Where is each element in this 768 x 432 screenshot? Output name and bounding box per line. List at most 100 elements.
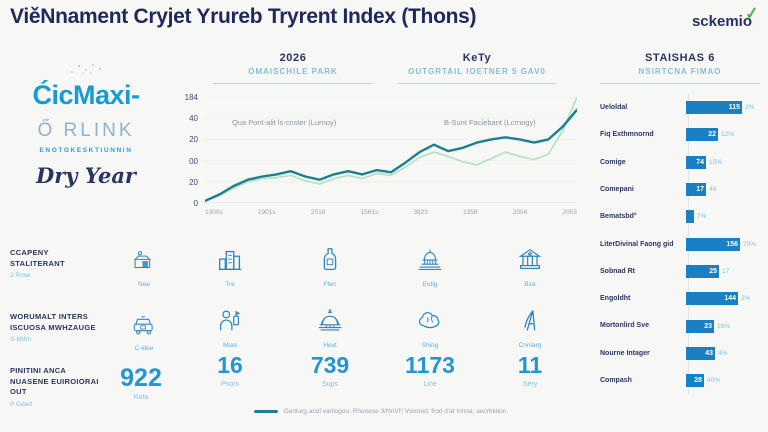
page-title: ViěNnament Cryjet Yrureb Tryrent Index (…: [10, 5, 477, 28]
stat-number-cell: 16 Psors: [180, 352, 280, 389]
bar-fill: 28: [686, 374, 704, 388]
chart-annotation-left: Qua Pont-alit ls-cnster (Lurnoy): [232, 118, 337, 127]
bar-track: 22 12%: [686, 128, 764, 142]
bar-label: Nourne Intager: [600, 349, 650, 357]
y-tick-label: 20: [189, 135, 198, 145]
bar-label: LiterDivinal Faong gid: [600, 240, 674, 248]
sparkles-decoration: [71, 64, 102, 74]
stat-number: 1173: [405, 352, 455, 378]
bottle-icon: [314, 245, 346, 275]
bar-suffix: 2%: [745, 104, 755, 112]
stat-title: Ccapeny Staliterant: [10, 248, 65, 268]
stat-number-label: Psors: [221, 381, 239, 388]
icon-cell: Cnnlarg: [480, 306, 580, 349]
legend-line-swatch: [253, 410, 278, 413]
icon-cell-label: Bxa: [524, 281, 536, 288]
bar-fill: [686, 210, 694, 224]
stat-number: 16: [217, 352, 243, 378]
icon-cell: Hext: [280, 306, 380, 349]
x-tick-label: 1358: [463, 209, 478, 216]
box-icon: [130, 248, 158, 274]
bar-track: 25 17: [686, 264, 764, 278]
bar-row: Comepani 17 46: [600, 176, 764, 203]
bar-label: Sobnad Rt: [600, 267, 635, 275]
bar-label: Ueloldal: [600, 104, 628, 112]
brand-tagline: ENOTOKESKTIUNNIN: [39, 147, 133, 154]
stat-title: Pinitini Anca Nuasene Euiroiorai Out: [10, 366, 99, 396]
column-header-2: KeTy OUTGRTAIL IOETNER 5 GAV0: [398, 52, 556, 84]
stat-big-number: 922: [120, 364, 162, 392]
icon-cell-label: Cnnlarg: [518, 342, 542, 349]
icon-cell: Tre: [180, 245, 280, 288]
column-subtitle: OMAISCHILE PARK: [248, 67, 338, 76]
x-tick-label: 1901s: [257, 209, 276, 216]
stat-number-cell: 1173 Line: [380, 352, 480, 389]
bar-suffix: 7%: [697, 213, 707, 221]
y-tick-label: 40: [189, 114, 198, 124]
icon-cell-label: Mias: [223, 342, 237, 349]
buildings-icon: [214, 245, 246, 275]
bar-fill: 115: [686, 101, 742, 115]
bar-track: 7%: [686, 210, 764, 224]
bar-track: 23 16%: [686, 319, 764, 333]
bar-suffix: 46: [709, 186, 717, 194]
bar-row: Mortonlird Sve 23 16%: [600, 312, 764, 339]
bar-fill: 43: [686, 346, 715, 360]
stat-number: 11: [517, 352, 543, 378]
monument-icon: [514, 306, 546, 336]
icon-row-2: Mias Hext Shing Cnnlarg: [180, 306, 580, 349]
right-panel-header: STAISHAS 6 NSIRTCNA FIMAO: [600, 52, 760, 84]
legend-text: Genlurg andl vanlogou; Rhonese 3/NnVl'i …: [283, 408, 507, 415]
bar-label: Bematsbd°: [600, 213, 637, 221]
stat-big-label: Kota: [133, 394, 149, 401]
column-title: KeTy: [462, 52, 492, 64]
chart-legend: Genlurg andl vanlogou; Rhonese 3/NnVl'i …: [180, 408, 580, 415]
x-tick-label: 2018: [310, 209, 326, 216]
bar-fill: 22: [686, 128, 718, 142]
icon-cell-label: Tre: [225, 281, 235, 288]
x-tick-label: 1300s: [205, 209, 223, 216]
bar-fill: 23: [686, 319, 714, 333]
car-icon: [130, 312, 158, 338]
bar-fill: 74: [686, 155, 706, 169]
bar-row: Bematsbd° 7%: [600, 203, 764, 230]
bar-row: Nourne Intager 43 4%: [600, 340, 764, 367]
stat-subtitle: 2 Rmw: [10, 272, 31, 279]
icon-cell-label: Hext: [323, 342, 337, 349]
brand-block: ĆicMaxi- Ő RLINK ENOTOKESKTIUNNIN Dry Ye…: [0, 62, 172, 188]
icon-cell-label: Eutig: [422, 281, 438, 288]
bar-label: Fiq Exthmnornd: [600, 131, 654, 139]
bar-row: Fiq Exthmnornd 22 12%: [600, 121, 764, 148]
x-tick-label: 2004: [512, 209, 528, 216]
bar-track: 17 46: [686, 183, 764, 197]
bar-row: Compash 28 40%: [600, 367, 764, 394]
icon-label: Nee: [138, 281, 150, 288]
worker-icon: [214, 306, 246, 336]
icon-cell-label: Flec: [323, 281, 337, 288]
icon-cell: Shing: [380, 306, 480, 349]
bar-suffix: 17: [722, 267, 730, 275]
brand-subname: Ő RLINK: [37, 120, 135, 141]
capitol-icon: [414, 245, 446, 275]
x-tick-label: 3923: [413, 209, 428, 216]
stat-number-label: Sups: [322, 381, 338, 388]
stat-number: 739: [310, 352, 350, 378]
bank-icon: [514, 245, 546, 275]
bar-row: Engoldht 144 2%: [600, 285, 764, 312]
left-stat-block-2: Worumalt Inters Iscuosa Mwhzauge S-bMm C…: [10, 312, 170, 352]
right-bar-list: Ueloldal 115 2% Fiq Exthmnornd 22 12% Co…: [600, 94, 764, 394]
bar-suffix: 15%: [709, 158, 723, 166]
icon-cell: Mias: [180, 306, 280, 349]
left-stat-block-3: Pinitini Anca Nuasene Euiroiorai Out P G…: [10, 366, 170, 408]
bar-track: 28 40%: [686, 374, 764, 388]
stat-number-label: Line: [423, 381, 437, 388]
bar-suffix: 12%: [721, 131, 735, 139]
x-tick-label: 1561s: [360, 209, 379, 216]
bar-track: 43 4%: [686, 346, 764, 360]
chart-y-axis: 184 40 20 00 20 0: [176, 93, 202, 208]
chart-annotation-right: B-Sunt Faciebant (Lcrnogy): [444, 118, 536, 127]
bar-row: Ueloldal 115 2%: [600, 94, 764, 121]
bar-label: Mortonlird Sve: [600, 322, 650, 330]
column-title: 2026: [279, 52, 307, 64]
